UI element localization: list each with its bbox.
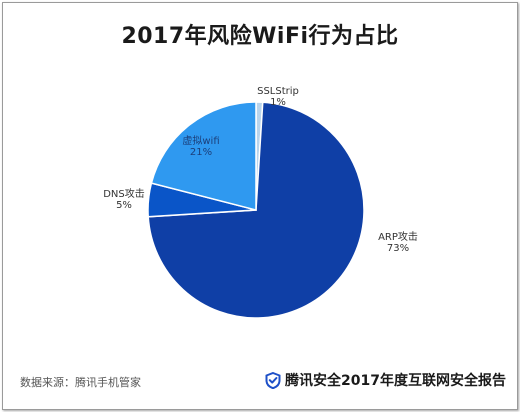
pie-slice-virtual-wifi: [150, 101, 257, 211]
slice-name-label: DNS攻击: [103, 187, 145, 200]
slice-name-label: 虚拟wifi: [182, 134, 219, 147]
slice-percent-label: 73%: [387, 243, 409, 254]
brand-footer: 腾讯安全2017年度互联网安全报告: [265, 370, 506, 390]
slice-percent-label: 21%: [190, 147, 212, 158]
brand-text: 腾讯安全2017年度互联网安全报告: [285, 373, 506, 389]
slice-percent-label: 5%: [116, 200, 132, 211]
slice-percent-label: 1%: [270, 97, 286, 108]
slice-name-label: SSLStrip: [257, 86, 299, 97]
slice-name-label: ARP攻击: [378, 230, 418, 243]
pie-slices: [147, 101, 365, 319]
chart-title: 2017年风险WiFi行为占比: [121, 24, 399, 49]
shield-icon: [265, 371, 281, 389]
data-source-note: 数据来源：腾讯手机管家: [20, 376, 141, 389]
